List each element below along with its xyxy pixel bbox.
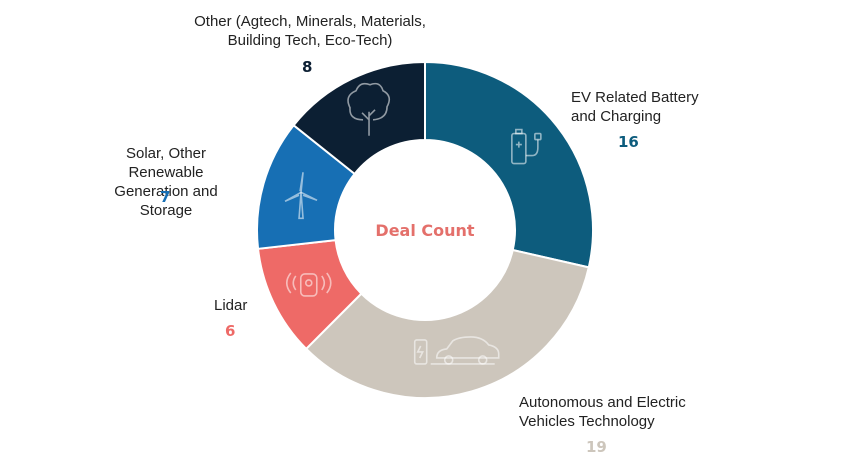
label-line: Autonomous and Electric: [519, 394, 686, 411]
count-solar-renewable: 7: [160, 188, 171, 206]
label-other: Other (Agtech, Minerals, Materials, Buil…: [190, 12, 430, 50]
wind-turbine-icon: [284, 172, 318, 220]
label-line: Building Tech, Eco-Tech): [227, 32, 393, 49]
battery-charger-icon: [511, 128, 542, 165]
electric-car-charging-icon: [413, 336, 500, 365]
label-line: Vehicles Technology: [519, 413, 655, 430]
label-autonomous-ev-tech: Autonomous and Electric Vehicles Technol…: [519, 393, 686, 431]
label-line: Lidar: [214, 297, 248, 314]
count-ev-battery-charging: 16: [618, 133, 639, 151]
label-line: Solar, Other Renewable: [125, 145, 207, 181]
slice-autonomous-ev-tech: [304, 248, 590, 399]
label-line: Generation and Storage: [114, 183, 218, 219]
label-ev-battery-charging: EV Related Battery and Charging: [571, 88, 699, 126]
lidar-sensor-icon: [285, 272, 332, 297]
donut-slices: [256, 60, 594, 399]
chart-center-title: Deal Count: [375, 221, 475, 240]
slice-icons: [284, 82, 542, 365]
label-solar-renewable: Solar, Other Renewable Generation and St…: [88, 144, 244, 220]
count-other: 8: [302, 58, 313, 76]
label-lidar: Lidar: [214, 296, 247, 315]
slice-other: [292, 60, 426, 176]
slice-ev-battery-charging: [424, 60, 594, 269]
label-line: EV Related Battery: [571, 89, 699, 106]
tree-icon: [347, 82, 391, 136]
count-lidar: 6: [225, 322, 236, 340]
label-line: Other (Agtech, Minerals, Materials,: [194, 13, 426, 30]
label-line: and Charging: [571, 108, 662, 125]
count-autonomous-ev-tech: 19: [586, 438, 607, 456]
